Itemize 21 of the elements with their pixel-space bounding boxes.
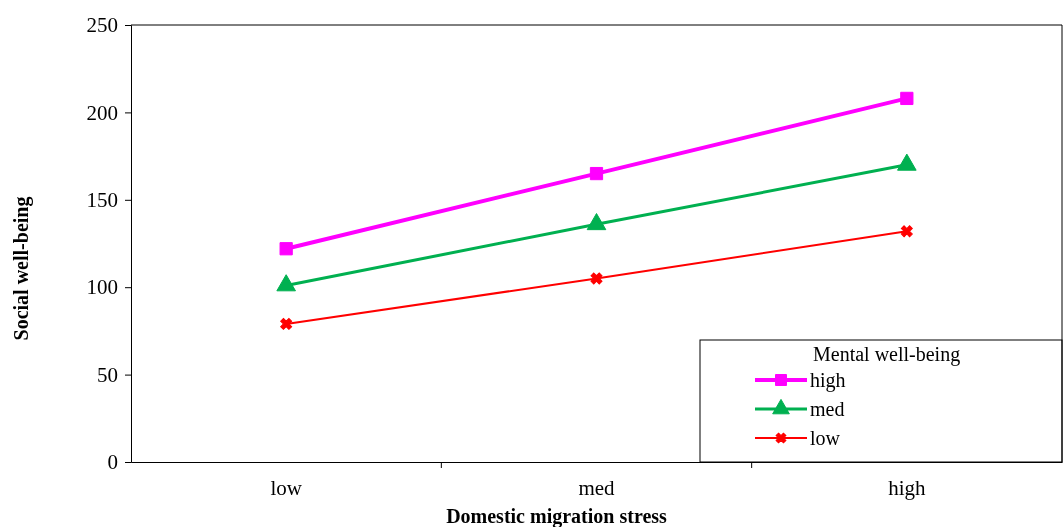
x-tick-label: med bbox=[578, 476, 616, 500]
y-tick-label: 150 bbox=[86, 188, 118, 213]
legend-title: Mental well-being bbox=[813, 343, 961, 366]
y-axis-title: Social well-being bbox=[10, 196, 33, 341]
point bbox=[900, 91, 914, 106]
x-axis-title: Domestic migration stress bbox=[446, 505, 668, 527]
point bbox=[589, 166, 604, 181]
y-tick-label: 100 bbox=[86, 275, 118, 300]
point bbox=[900, 225, 913, 238]
y-tick-label: 0 bbox=[107, 450, 118, 475]
legend-label: low bbox=[810, 427, 841, 449]
x-tick-label: low bbox=[270, 476, 303, 500]
point bbox=[590, 272, 603, 285]
legend-label: high bbox=[810, 369, 846, 392]
point bbox=[280, 317, 293, 330]
x-tick-label: high bbox=[888, 476, 926, 500]
y-tick-label: 50 bbox=[97, 362, 118, 387]
legend-label: med bbox=[810, 398, 845, 420]
point bbox=[279, 242, 293, 256]
y-tick-label: 200 bbox=[86, 100, 118, 125]
y-tick-label: 250 bbox=[86, 13, 118, 38]
